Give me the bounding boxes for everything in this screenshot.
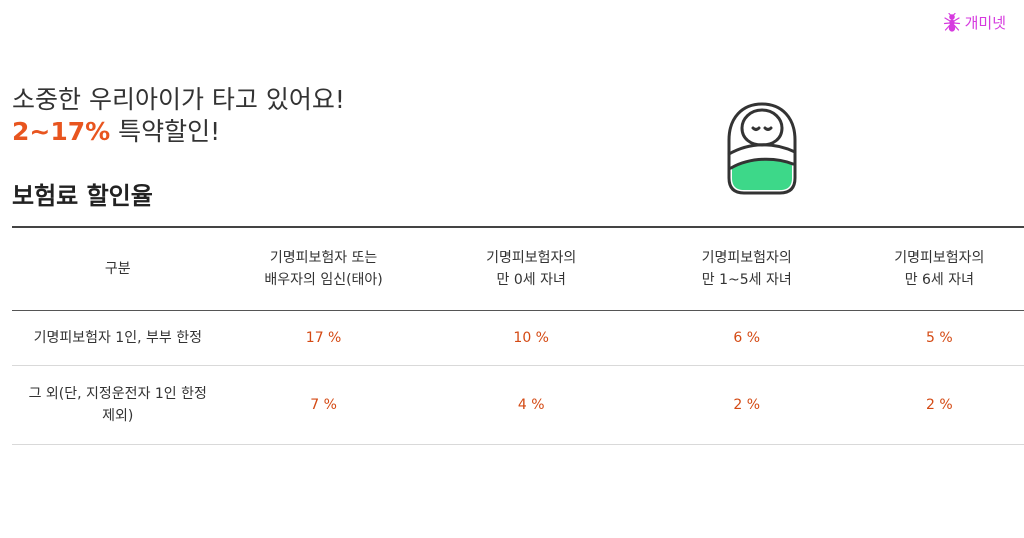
rate-cell: 7 % bbox=[223, 365, 424, 445]
headline-line-2: 2~17% 특약할인! bbox=[12, 116, 345, 148]
rate-cell: 6 % bbox=[638, 310, 855, 366]
header-age-6: 기명피보험자의 만 6세 자녀 bbox=[854, 226, 1024, 311]
row-label: 기명피보험자 1인, 부부 한정 bbox=[12, 310, 224, 366]
headline-line-1: 소중한 우리아이가 타고 있어요! bbox=[12, 85, 345, 114]
ant-icon bbox=[942, 12, 962, 33]
header-pregnancy: 기명피보험자 또는 배우자의 임신(태아) bbox=[223, 226, 424, 311]
row-label: 그 외(단, 지정운전자 1인 한정 제외) bbox=[12, 365, 224, 445]
watermark: 개미넷 bbox=[942, 12, 1006, 33]
header-age-1-5: 기명피보험자의 만 1~5세 자녀 bbox=[638, 226, 855, 311]
swaddled-baby-icon bbox=[720, 98, 804, 202]
rate-cell: 4 % bbox=[423, 365, 639, 445]
table-row: 그 외(단, 지정운전자 1인 한정 제외) 7 % 4 % 2 % 2 % bbox=[12, 365, 1024, 445]
rate-cell: 5 % bbox=[854, 310, 1024, 366]
rate-cell: 2 % bbox=[854, 365, 1024, 445]
rate-cell: 2 % bbox=[638, 365, 855, 445]
section-title: 보험료 할인율 bbox=[12, 182, 153, 210]
rate-cell: 10 % bbox=[423, 310, 639, 366]
headline-line-2-rest: 특약할인! bbox=[110, 117, 221, 146]
rate-cell: 17 % bbox=[223, 310, 424, 366]
discount-rate-table: 구분 기명피보험자 또는 배우자의 임신(태아) 기명피보험자의 만 0세 자녀… bbox=[12, 226, 1024, 445]
header-age-0: 기명피보험자의 만 0세 자녀 bbox=[423, 226, 639, 311]
discount-range: 2~17% bbox=[12, 117, 111, 146]
headline: 소중한 우리아이가 타고 있어요! 2~17% 특약할인! bbox=[12, 84, 345, 148]
watermark-text: 개미넷 bbox=[964, 14, 1006, 32]
table-header-row: 구분 기명피보험자 또는 배우자의 임신(태아) 기명피보험자의 만 0세 자녀… bbox=[12, 226, 1024, 311]
header-category: 구분 bbox=[12, 226, 224, 311]
table-row: 기명피보험자 1인, 부부 한정 17 % 10 % 6 % 5 % bbox=[12, 310, 1024, 366]
